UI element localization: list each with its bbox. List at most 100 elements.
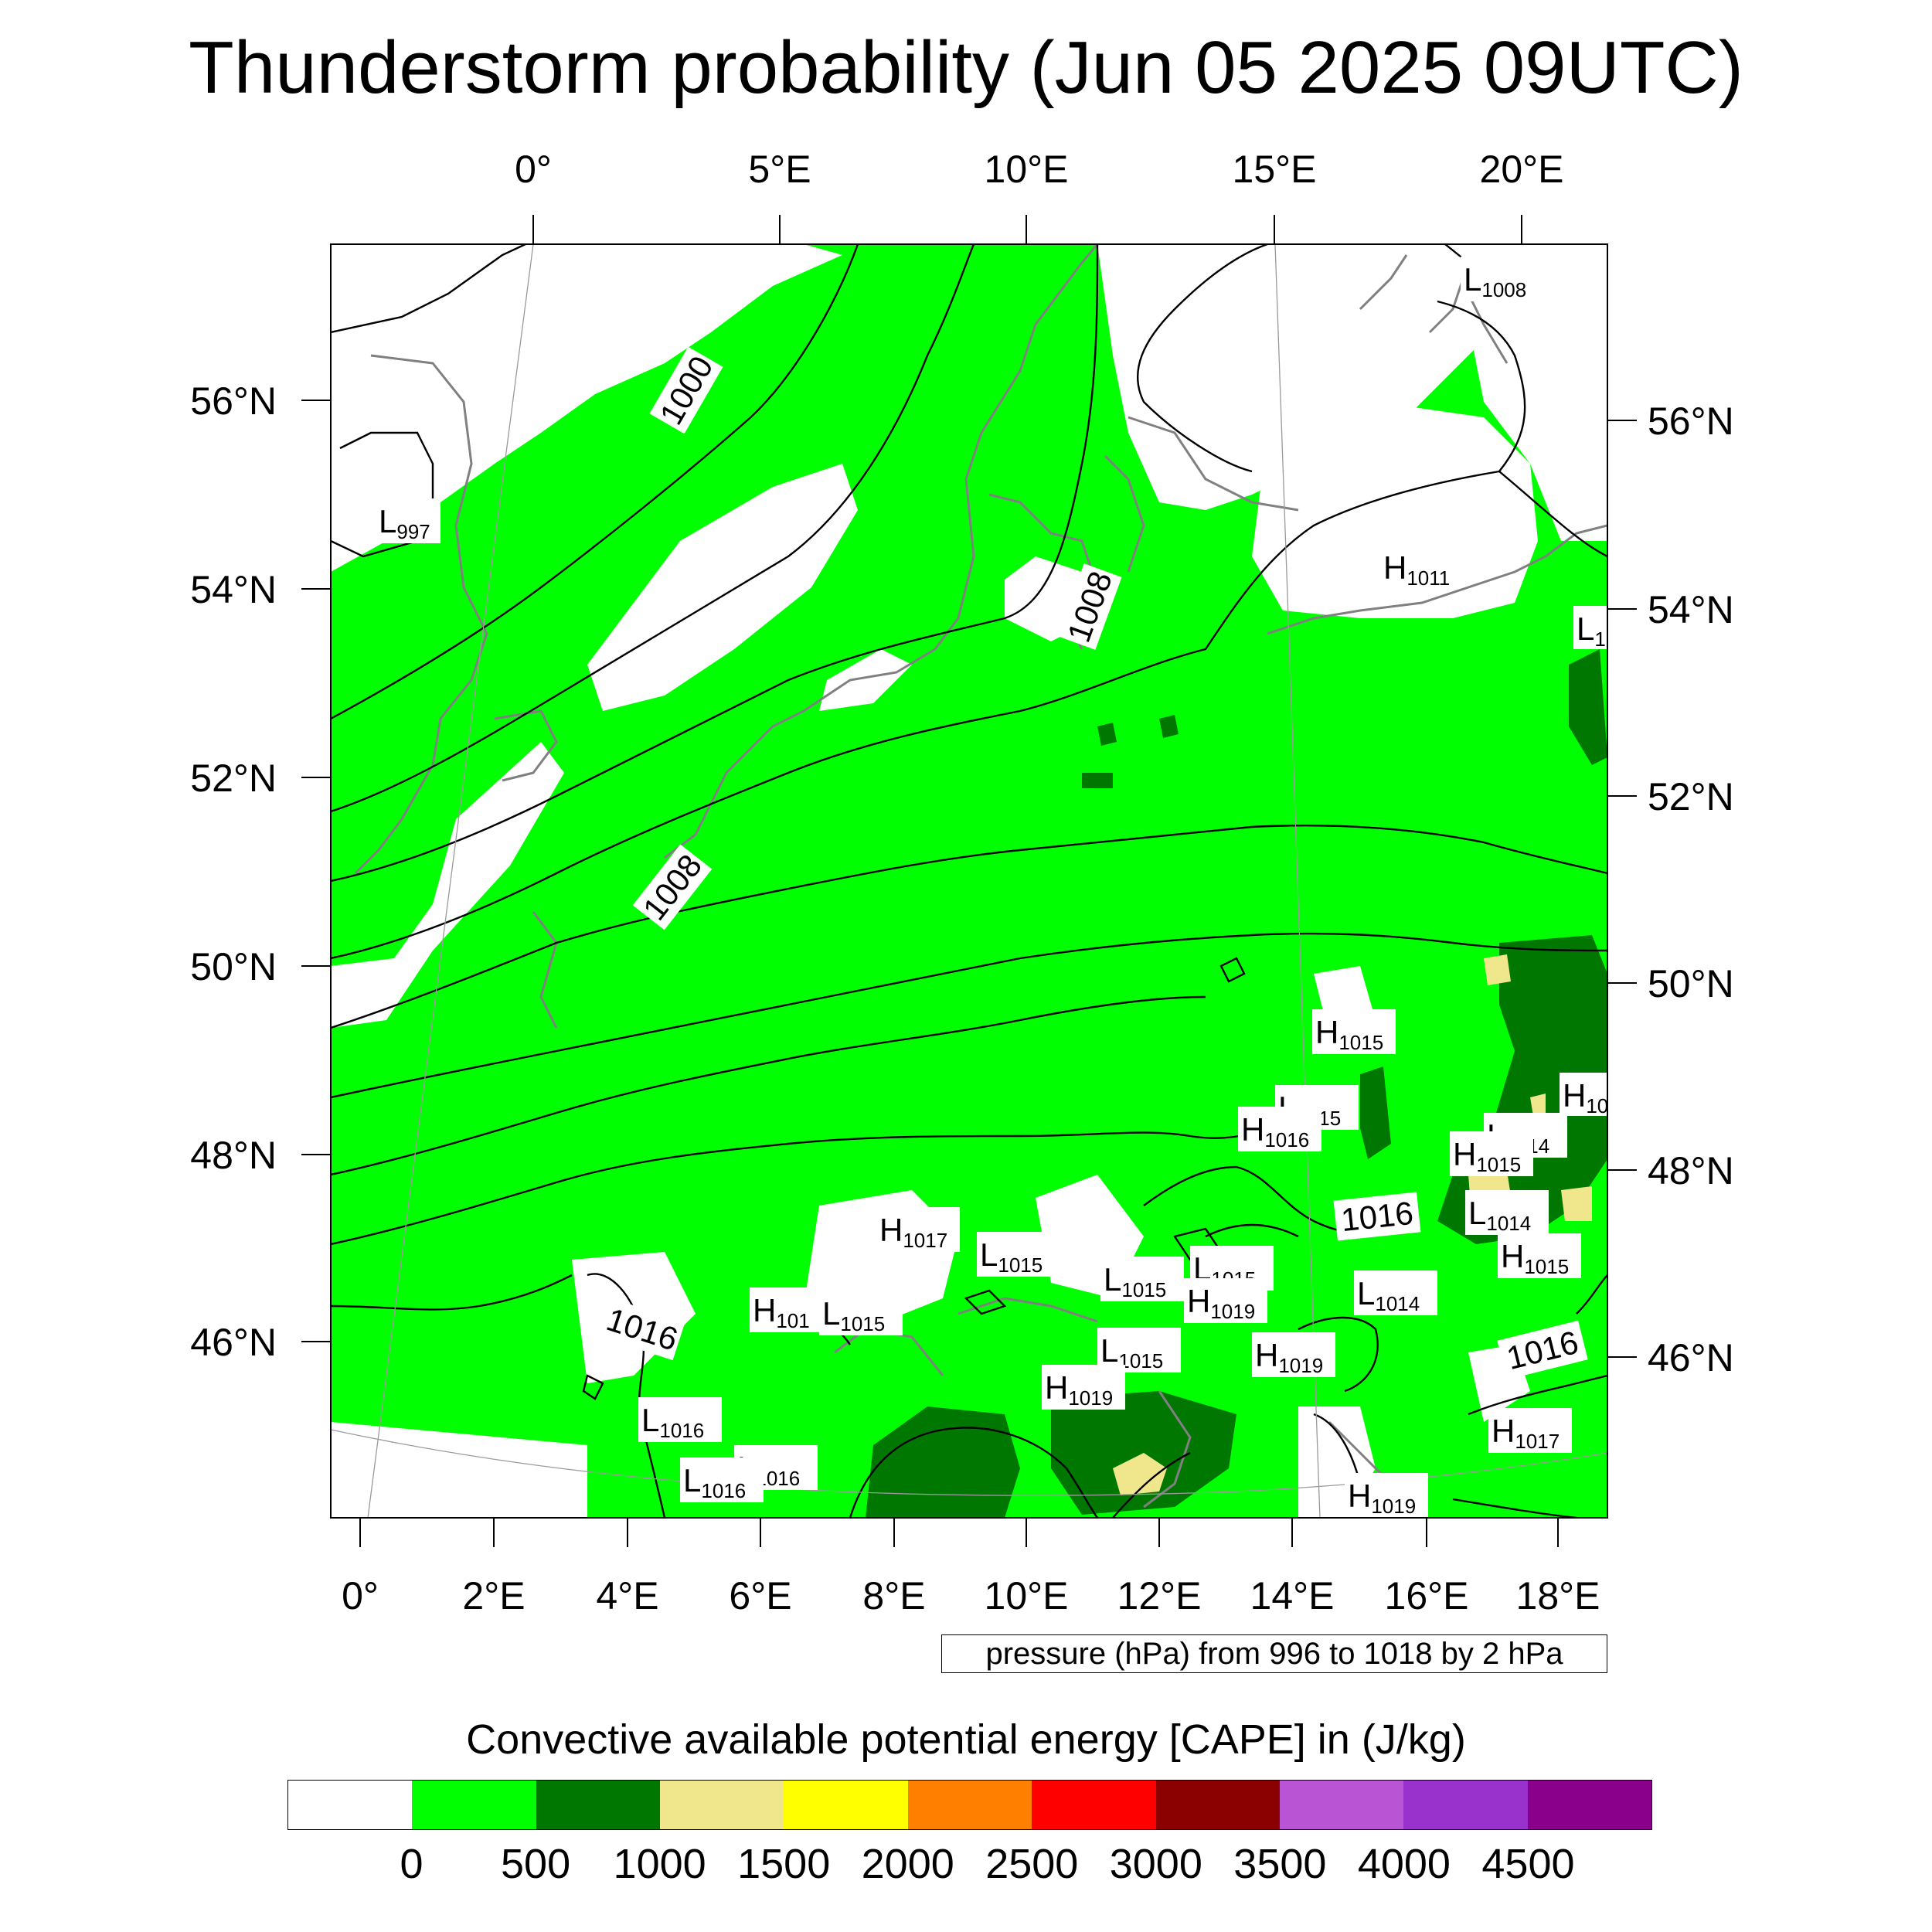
- pressure-center-low: L1016: [638, 1397, 722, 1442]
- bottom-longitude-labels: 0° 2°E 4°E 6°E 8°E 10°E 12°E 14°E 16°E 1…: [342, 1574, 1600, 1617]
- pressure-center-low: L1015: [977, 1232, 1060, 1277]
- lat-label: 46°N: [1648, 1336, 1734, 1379]
- colorbar-swatch: [907, 1781, 1032, 1829]
- svg-text:L1015: L1015: [1100, 1332, 1163, 1372]
- lat-label: 46°N: [190, 1321, 277, 1364]
- colorbar-swatch: [1032, 1781, 1156, 1829]
- pressure-center-high: H1015: [1312, 1009, 1396, 1054]
- svg-text:L1: L1: [1577, 611, 1606, 651]
- lon-label: 12°E: [1117, 1574, 1202, 1617]
- colorbar: [287, 1780, 1652, 1830]
- colorbar-swatch: [536, 1781, 661, 1829]
- lat-label: 54°N: [190, 568, 277, 611]
- svg-text:H1019: H1019: [1255, 1337, 1323, 1377]
- svg-text:L997: L997: [379, 503, 430, 543]
- pressure-center-high: H1019: [1345, 1473, 1428, 1518]
- pressure-center-low: L1016: [680, 1458, 764, 1502]
- pressure-center-high: H101: [750, 1287, 824, 1332]
- lon-label: 0°: [342, 1574, 379, 1617]
- svg-text:H10: H10: [1563, 1077, 1608, 1117]
- svg-text:H1011: H1011: [1383, 549, 1450, 590]
- colorbar-swatch: [288, 1781, 413, 1829]
- isobars: [331, 244, 1607, 1518]
- pressure-center-low: L1014: [1354, 1270, 1437, 1315]
- left-latitude-labels: 56°N 54°N 52°N 50°N 48°N 46°N: [190, 379, 277, 1364]
- lon-label: 2°E: [462, 1574, 525, 1617]
- svg-text:L1016: L1016: [683, 1462, 746, 1502]
- pressure-center-low: L997: [376, 498, 440, 543]
- svg-text:H1017: H1017: [1492, 1413, 1560, 1453]
- lat-label: 48°N: [1648, 1149, 1734, 1192]
- lon-label: 14°E: [1250, 1574, 1335, 1617]
- lat-label: 52°N: [1648, 775, 1734, 818]
- pressure-centers: L1008 L997 H1011 L1 H1015 H10 L1015 H101…: [376, 257, 1608, 1518]
- lon-label: 15°E: [1233, 148, 1317, 191]
- svg-text:L1014: L1014: [1357, 1275, 1420, 1315]
- colorbar-swatch: [1279, 1781, 1404, 1829]
- svg-text:L1016: L1016: [641, 1402, 704, 1442]
- lat-label: 52°N: [190, 757, 277, 800]
- lat-label: 50°N: [190, 945, 277, 988]
- lon-label: 10°E: [985, 148, 1069, 191]
- pressure-center-high: H1019: [1184, 1278, 1267, 1323]
- lon-label: 8°E: [862, 1574, 925, 1617]
- pressure-center-high: H10: [1560, 1073, 1608, 1117]
- map-panel: 1000 1008 1008 1016 1016 1016: [331, 244, 1608, 1518]
- colorbar-label: 500: [501, 1841, 571, 1887]
- svg-text:L1015: L1015: [980, 1236, 1043, 1277]
- pressure-center-high: H1015: [1450, 1131, 1533, 1176]
- colorbar-label: 2500: [985, 1841, 1079, 1887]
- svg-text:H1019: H1019: [1045, 1369, 1113, 1410]
- svg-text:H1017: H1017: [879, 1212, 947, 1252]
- colorbar-label: 3500: [1233, 1841, 1327, 1887]
- graticule: [331, 244, 1607, 1518]
- lat-label: 56°N: [190, 379, 277, 423]
- svg-text:H1019: H1019: [1187, 1283, 1255, 1323]
- svg-text:1016: 1016: [1339, 1195, 1415, 1239]
- pressure-center-low: L1015: [1100, 1257, 1184, 1301]
- lon-label: 10°E: [985, 1574, 1069, 1617]
- colorbar-swatch: [412, 1781, 536, 1829]
- right-latitude-labels: 56°N 54°N 52°N 50°N 48°N 46°N: [1648, 400, 1734, 1379]
- pressure-center-high: H1016: [1238, 1107, 1321, 1151]
- lon-label: 20°E: [1480, 148, 1564, 191]
- pressure-center-high: H1019: [1252, 1332, 1335, 1377]
- lat-label: 56°N: [1648, 400, 1734, 443]
- contour-label: 1016: [1333, 1192, 1421, 1241]
- pressure-center-low: L1008: [1461, 257, 1541, 301]
- colorbar-labels: 0 500 1000 1500 2000 2500 3000 3500 4000 4500: [0, 1839, 1932, 1893]
- svg-text:L1015: L1015: [822, 1295, 885, 1335]
- pressure-center-high: H1015: [1498, 1233, 1581, 1278]
- pressure-center-high: H1017: [1488, 1408, 1572, 1453]
- lon-label: 18°E: [1516, 1574, 1600, 1617]
- colorbar-label: 3000: [1109, 1841, 1202, 1887]
- top-longitude-labels: 0° 5°E 10°E 15°E 20°E: [515, 148, 1563, 191]
- colorbar-title: Convective available potential energy [C…: [466, 1716, 1466, 1763]
- tick-marks: [301, 215, 1637, 1547]
- pressure-center-low: L1015: [819, 1291, 903, 1335]
- lon-label: 5°E: [748, 148, 811, 191]
- pressure-center-high: H1019: [1042, 1365, 1125, 1410]
- svg-text:H1015: H1015: [1453, 1136, 1521, 1176]
- svg-text:H1016: H1016: [1241, 1111, 1309, 1151]
- pressure-center-low: L1014: [1465, 1190, 1549, 1235]
- lon-label: 0°: [515, 148, 552, 191]
- pressure-center-high: H1011: [1380, 545, 1458, 590]
- lat-label: 48°N: [190, 1134, 277, 1177]
- colorbar-label: 2000: [861, 1841, 954, 1887]
- svg-text:H1015: H1015: [1501, 1238, 1569, 1278]
- svg-text:L1008: L1008: [1464, 261, 1526, 301]
- lon-label: 6°E: [729, 1574, 791, 1617]
- pressure-center-high: H1017: [876, 1207, 960, 1252]
- contour-info-note: pressure (hPa) from 996 to 1018 by 2 hPa: [941, 1634, 1607, 1673]
- lon-label: 16°E: [1385, 1574, 1469, 1617]
- colorbar-swatch: [1155, 1781, 1280, 1829]
- svg-text:H101: H101: [753, 1292, 810, 1332]
- colorbar-swatch: [1403, 1781, 1528, 1829]
- colorbar-label: 4500: [1481, 1841, 1575, 1887]
- map-frame: [330, 243, 1608, 1519]
- svg-text:L1014: L1014: [1468, 1195, 1531, 1235]
- lon-label: 4°E: [596, 1574, 658, 1617]
- svg-text:H1019: H1019: [1348, 1478, 1416, 1518]
